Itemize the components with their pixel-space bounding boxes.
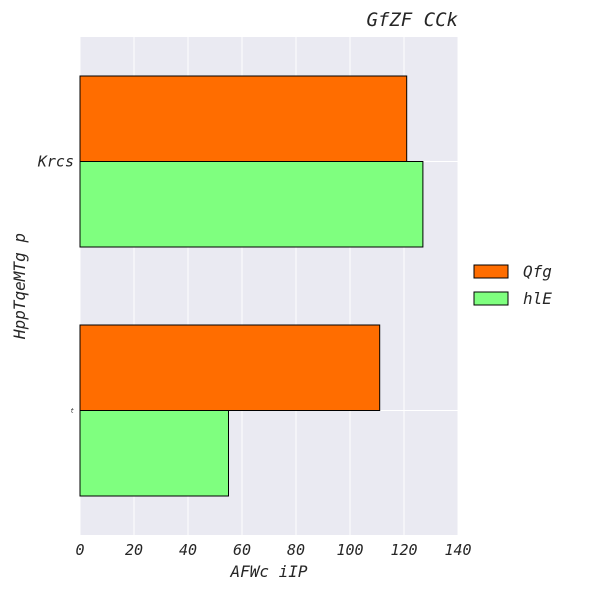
chart-title: GfZF CCk [366, 9, 458, 31]
y-tick-labels: Krcs t [37, 153, 75, 415]
bar-hle-t [79, 410, 229, 497]
x-tick-label: 140 [444, 541, 471, 559]
x-tick-label: 80 [287, 541, 305, 559]
x-tick-label: 20 [125, 541, 143, 559]
bars [79, 75, 424, 497]
y-tick-label: Krcs [37, 153, 74, 171]
x-tick-label: 40 [179, 541, 197, 559]
x-tick-label: 60 [233, 541, 251, 559]
x-tick-label: 120 [390, 541, 417, 559]
x-axis-label: AFWc iIP [229, 562, 307, 581]
bar-hle-krcs [79, 161, 424, 248]
legend-swatch-qfg [473, 264, 509, 279]
legend-label-hle: hlE [523, 289, 552, 308]
legend: Qfg hlE [473, 262, 552, 308]
bar-qfg-t [79, 324, 381, 411]
y-tick-label: t [70, 408, 74, 415]
x-tick-label: 0 [75, 541, 84, 559]
x-tick-labels: 0 20 40 60 80 100 120 140 [75, 541, 471, 559]
bar-qfg-krcs [79, 75, 408, 162]
legend-label-qfg: Qfg [523, 262, 552, 281]
x-tick-label: 100 [336, 541, 363, 559]
legend-swatch-hle [473, 291, 509, 306]
y-axis-label: HppTqeMTg p [10, 233, 29, 340]
